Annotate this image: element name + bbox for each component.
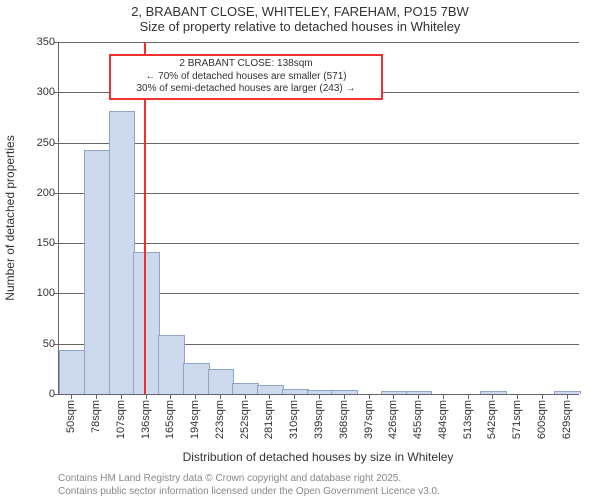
x-tick-mark: [121, 394, 122, 399]
footer-line2: Contains public sector information licen…: [58, 485, 440, 498]
bar: [158, 335, 185, 394]
x-tick-mark: [567, 394, 568, 399]
x-axis-label: Distribution of detached houses by size …: [58, 450, 578, 464]
x-tick-mark: [245, 394, 246, 399]
bar: [257, 385, 284, 394]
plot-area: 05010015020025030035050sqm78sqm107sqm136…: [58, 42, 579, 395]
chart-title-line1: 2, BRABANT CLOSE, WHITELEY, FAREHAM, PO1…: [0, 4, 600, 19]
x-tick-label: 252sqm: [239, 400, 251, 439]
x-tick-mark: [319, 394, 320, 399]
annotation-box: 2 BRABANT CLOSE: 138sqm← 70% of detached…: [109, 54, 383, 100]
annotation-line1: 2 BRABANT CLOSE: 138sqm: [116, 58, 376, 71]
x-tick-mark: [220, 394, 221, 399]
x-tick-label: 339sqm: [313, 400, 325, 439]
x-tick-mark: [393, 394, 394, 399]
x-tick-mark: [294, 394, 295, 399]
x-tick-mark: [71, 394, 72, 399]
x-tick-label: 107sqm: [115, 400, 127, 439]
x-tick-label: 50sqm: [65, 400, 77, 433]
y-tick-label: 350: [37, 36, 59, 48]
gridline: [59, 143, 579, 144]
footer-line1: Contains HM Land Registry data © Crown c…: [58, 472, 440, 485]
footer-attribution: Contains HM Land Registry data © Crown c…: [58, 472, 440, 498]
x-tick-label: 281sqm: [263, 400, 275, 439]
gridline: [59, 42, 579, 43]
x-tick-label: 455sqm: [412, 400, 424, 439]
x-tick-mark: [369, 394, 370, 399]
bar: [133, 252, 160, 394]
y-tick-label: 100: [37, 287, 59, 299]
annotation-line2: ← 70% of detached houses are smaller (57…: [116, 71, 376, 84]
x-tick-label: 397sqm: [363, 400, 375, 439]
x-tick-label: 629sqm: [561, 400, 573, 439]
x-tick-label: 310sqm: [288, 400, 300, 439]
bar: [109, 111, 136, 394]
x-tick-label: 194sqm: [189, 400, 201, 439]
bar: [59, 350, 86, 394]
bar: [183, 363, 210, 394]
x-tick-label: 600sqm: [536, 400, 548, 439]
x-tick-label: 513sqm: [462, 400, 474, 439]
x-tick-label: 78sqm: [90, 400, 102, 433]
x-tick-mark: [96, 394, 97, 399]
x-tick-mark: [195, 394, 196, 399]
y-axis-label: Number of detached properties: [3, 135, 17, 300]
x-tick-mark: [492, 394, 493, 399]
x-tick-mark: [344, 394, 345, 399]
x-tick-label: 426sqm: [387, 400, 399, 439]
bar: [331, 390, 358, 394]
x-tick-mark: [418, 394, 419, 399]
y-tick-label: 200: [37, 187, 59, 199]
x-tick-mark: [269, 394, 270, 399]
y-tick-label: 150: [37, 237, 59, 249]
gridline: [59, 193, 579, 194]
bar: [208, 369, 235, 394]
y-tick-label: 50: [43, 338, 59, 350]
x-tick-mark: [468, 394, 469, 399]
bar: [554, 391, 581, 394]
x-tick-label: 368sqm: [338, 400, 350, 439]
title-block: 2, BRABANT CLOSE, WHITELEY, FAREHAM, PO1…: [0, 0, 600, 34]
annotation-line3: 30% of semi-detached houses are larger (…: [116, 83, 376, 96]
x-tick-mark: [517, 394, 518, 399]
x-tick-label: 571sqm: [511, 400, 523, 439]
x-tick-label: 165sqm: [164, 400, 176, 439]
chart-title-line2: Size of property relative to detached ho…: [0, 19, 600, 34]
x-tick-label: 542sqm: [486, 400, 498, 439]
x-tick-mark: [542, 394, 543, 399]
x-tick-label: 484sqm: [437, 400, 449, 439]
y-tick-label: 0: [49, 388, 59, 400]
x-tick-mark: [170, 394, 171, 399]
chart-container: 2, BRABANT CLOSE, WHITELEY, FAREHAM, PO1…: [0, 0, 600, 500]
gridline: [59, 243, 579, 244]
y-tick-label: 250: [37, 137, 59, 149]
x-tick-label: 136sqm: [140, 400, 152, 439]
x-tick-label: 223sqm: [214, 400, 226, 439]
x-tick-mark: [443, 394, 444, 399]
bar: [232, 383, 259, 394]
x-tick-mark: [146, 394, 147, 399]
y-tick-label: 300: [37, 86, 59, 98]
bar: [84, 150, 111, 394]
